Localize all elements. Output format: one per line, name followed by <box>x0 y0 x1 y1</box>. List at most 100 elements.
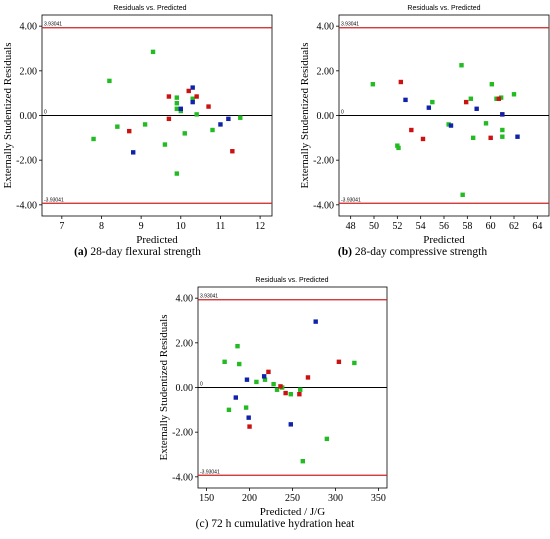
chart-b-point-blue <box>500 112 505 117</box>
chart-c-point-red <box>305 375 311 380</box>
chart-a-point-green <box>194 112 199 117</box>
chart-a-point-green <box>142 122 148 127</box>
chart-a-ytick-label: -2.00 <box>16 156 37 167</box>
chart-c-point-green <box>226 407 232 413</box>
caption-c-text: 72 h cumulative hydration heat <box>208 518 355 530</box>
chart-b-point-green <box>500 134 505 139</box>
chart-b-point-red <box>488 135 493 141</box>
chart-a-point-green <box>174 106 180 111</box>
chart-c-point-blue <box>313 319 318 324</box>
chart-a-point-blue <box>178 106 183 111</box>
chart-c-ytick-label: 4.00 <box>176 294 194 305</box>
chart-c: Residuals vs. Predicted -4.00 -2.00 0.00 2.0… <box>158 277 388 518</box>
chart-b-ref-label: 3.93041 <box>341 22 359 28</box>
caption-a-letter: (a) <box>74 246 88 258</box>
chart-a-point-green <box>115 124 120 129</box>
chart-b-ytick-label: -4.00 <box>313 200 334 211</box>
chart-c-ref-label: 3.93041 <box>200 294 218 300</box>
chart-b-xtick-label: 60 <box>486 221 496 232</box>
chart-b-point-red <box>409 127 414 133</box>
chart-a-point-green <box>174 95 180 100</box>
chart-b-point-blue <box>426 105 432 110</box>
chart-b-point-red <box>496 96 502 101</box>
chart-a-point-red <box>206 104 211 109</box>
chart-b-point-red <box>420 136 426 142</box>
chart-b-point-green <box>468 96 474 101</box>
chart-a-xtick-label: 11 <box>216 221 226 232</box>
chart-a-point-green <box>174 101 180 106</box>
chart-a-point-red <box>186 88 191 94</box>
chart-b-title: Residuals vs. Predicted <box>407 5 480 12</box>
chart-a-ref-label: -3.93041 <box>44 197 64 203</box>
chart-a-xtick-label: 7 <box>59 221 64 232</box>
chart-c-point-green <box>222 359 227 365</box>
chart-b-xtick-label: 52 <box>392 221 402 232</box>
chart-c-point-blue <box>246 415 251 420</box>
chart-b-ytick-label: 0.00 <box>317 111 335 122</box>
chart-c-point-green <box>288 392 293 397</box>
chart-b-point-green <box>446 122 451 127</box>
chart-c-ytick-label: -2.00 <box>172 428 193 439</box>
chart-c-point-blue <box>244 377 250 382</box>
chart-c-ytick-label: 0.00 <box>176 383 194 394</box>
chart-a-point-green <box>107 78 112 84</box>
chart-a-point-green <box>174 171 180 176</box>
chart-c-title: Residuals vs. Predicted <box>255 277 328 284</box>
chart-c-point-blue <box>288 422 293 427</box>
chart-a-point-blue <box>218 122 223 127</box>
chart-a-point-green <box>210 127 215 133</box>
chart-a-xlabel: Predicted <box>136 234 178 246</box>
chart-c-ref-label: 0 <box>200 382 203 388</box>
chart-c-xlabel: Predicted / J/G <box>260 506 325 518</box>
chart-a-point-red <box>194 94 199 99</box>
chart-a-point-red <box>166 94 172 99</box>
chart-b-point-blue <box>403 97 408 103</box>
chart-a-point-green <box>91 136 96 142</box>
chart-a-xtick-label: 12 <box>255 221 265 232</box>
chart-a-point-green <box>190 96 195 101</box>
chart-c-ref-label: -3.93041 <box>200 469 220 475</box>
chart-a-point-blue <box>226 116 231 122</box>
chart-b-ref-label: -3.93041 <box>341 197 361 203</box>
chart-b-ytick-label: 2.00 <box>317 66 335 77</box>
caption-c-letter: (c) <box>195 518 209 530</box>
chart-b-ytick-label: -2.00 <box>313 156 334 167</box>
chart-a-xtick-label: 9 <box>139 221 144 232</box>
caption-b-text: 28-day compressive strength <box>351 246 488 258</box>
chart-b-point-green <box>430 99 435 105</box>
chart-a-ytick-label: 4.00 <box>20 22 38 33</box>
chart-b-xtick-label: 58 <box>462 221 472 232</box>
chart-c-point-green <box>235 343 240 349</box>
chart-b-point-blue <box>515 134 520 139</box>
chart-a: Residuals vs. Predicted -4.00 -2.00 0.00 2.0… <box>2 5 273 246</box>
chart-c-xtick-label: 250 <box>285 493 300 504</box>
chart-c-point-green <box>254 379 259 385</box>
chart-c-point-red <box>266 369 271 375</box>
chart-a-point-green <box>150 49 156 55</box>
chart-a-ref-label: 0 <box>44 110 47 116</box>
caption-b-letter: (b) <box>337 246 352 258</box>
chart-b-xtick-label: 64 <box>532 221 542 232</box>
chart-b-xtick-label: 62 <box>509 221 519 232</box>
caption-a-text: 28-day flexural strength <box>87 246 201 258</box>
chart-b-point-green <box>489 82 495 87</box>
chart-a-point-red <box>166 116 172 122</box>
chart-b-point-green <box>459 63 464 68</box>
chart-a-ytick-label: 2.00 <box>20 66 38 77</box>
chart-b-xtick-label: 56 <box>439 221 449 232</box>
chart-a-point-red <box>230 149 235 154</box>
chart-a-point-green <box>178 108 183 114</box>
chart-c-point-green <box>243 405 249 410</box>
chart-b-point-green <box>511 92 517 97</box>
caption-c: (c) 72 h cumulative hydration heat <box>0 518 550 530</box>
chart-b-point-red <box>463 99 469 105</box>
chart-c-xtick-label: 300 <box>328 493 343 504</box>
chart-b-point-blue <box>474 106 479 111</box>
chart-c-point-blue <box>261 374 267 379</box>
chart-b-ref-label: 0 <box>341 110 344 116</box>
chart-c-point-blue <box>233 395 238 400</box>
chart-c-point-green <box>262 377 268 382</box>
chart-c-ytick-label: -4.00 <box>172 472 193 483</box>
chart-b-point-green <box>500 127 505 133</box>
chart-b-point-green <box>494 96 499 101</box>
